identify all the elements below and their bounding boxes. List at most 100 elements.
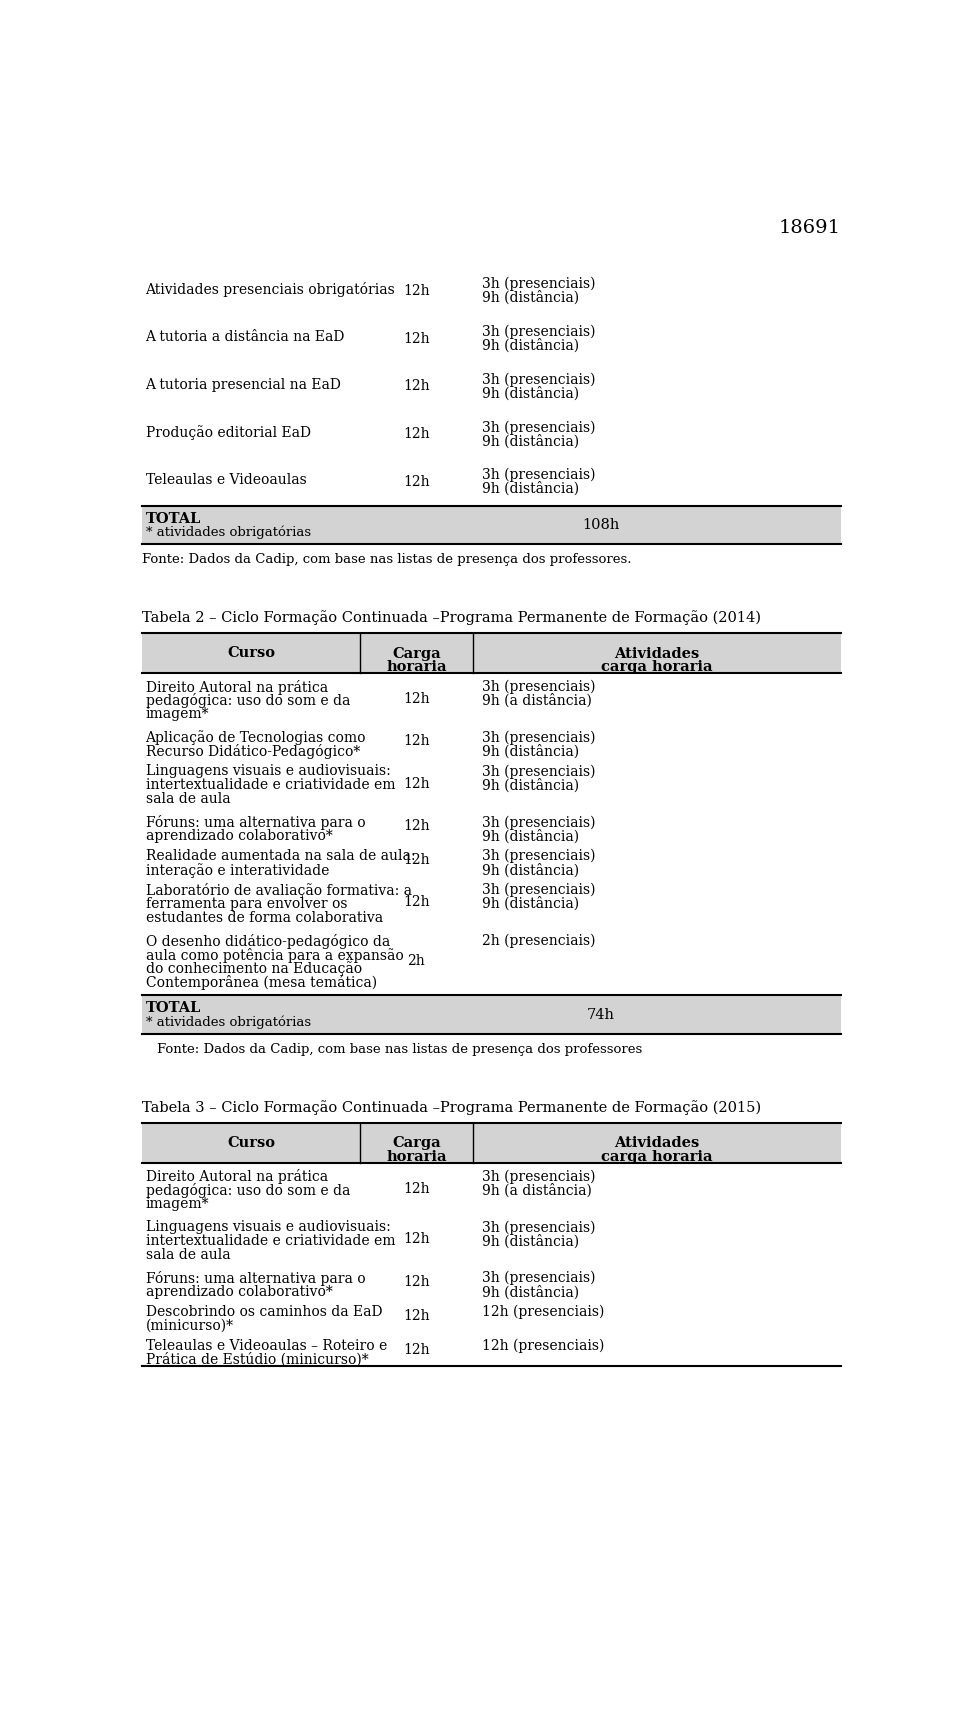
Text: aprendizado colaborativo*: aprendizado colaborativo*: [146, 1285, 332, 1299]
Text: Direito Autoral na prática: Direito Autoral na prática: [146, 1169, 327, 1184]
Text: 9h (a distância): 9h (a distância): [482, 693, 591, 708]
Text: 12h: 12h: [403, 777, 430, 790]
Text: 12h: 12h: [403, 428, 430, 441]
Bar: [142, 506, 841, 544]
Text: ferramenta para envolver os: ferramenta para envolver os: [146, 897, 348, 910]
Text: 12h: 12h: [403, 332, 430, 346]
Text: do conhecimento na Educação: do conhecimento na Educação: [146, 962, 362, 977]
Text: Atividades presenciais obrigatórias: Atividades presenciais obrigatórias: [146, 282, 396, 298]
Text: aprendizado colaborativo*: aprendizado colaborativo*: [146, 830, 332, 844]
Text: 12h: 12h: [403, 1309, 430, 1323]
Text: 9h (a distância): 9h (a distância): [482, 1184, 591, 1198]
Text: 3h (presenciais): 3h (presenciais): [482, 814, 595, 830]
Text: Curso: Curso: [227, 647, 275, 660]
Text: 9h (distância): 9h (distância): [482, 862, 579, 878]
Text: 9h (distância): 9h (distância): [482, 291, 579, 305]
Text: Teleaulas e Videoaulas: Teleaulas e Videoaulas: [146, 474, 306, 488]
Text: Tabela 3 – Ciclo Formação Continuada –Programa Permanente de Formação (2015): Tabela 3 – Ciclo Formação Continuada –Pr…: [142, 1100, 761, 1116]
Text: sala de aula: sala de aula: [146, 792, 230, 806]
Text: 9h (distância): 9h (distância): [482, 779, 579, 792]
Text: Teleaulas e Videoaulas – Roteiro e: Teleaulas e Videoaulas – Roteiro e: [146, 1338, 387, 1353]
Text: TOTAL: TOTAL: [146, 512, 201, 525]
Text: 9h (distância): 9h (distância): [482, 339, 579, 352]
Text: A tutoria presencial na EaD: A tutoria presencial na EaD: [146, 378, 342, 392]
Text: Carga: Carga: [392, 1136, 441, 1150]
Text: Direito Autoral na prática: Direito Autoral na prática: [146, 679, 327, 695]
Text: 9h (distância): 9h (distância): [482, 435, 579, 448]
Text: * atividades obrigatórias: * atividades obrigatórias: [146, 525, 311, 539]
Text: Linguagens visuais e audiovisuais:: Linguagens visuais e audiovisuais:: [146, 765, 391, 779]
Text: Recurso Didático-Pedagógico*: Recurso Didático-Pedagógico*: [146, 744, 360, 760]
Text: 3h (presenciais): 3h (presenciais): [482, 467, 595, 483]
Text: Descobrindo os caminhos da EaD: Descobrindo os caminhos da EaD: [146, 1305, 382, 1319]
Bar: [142, 1122, 841, 1163]
Text: 3h (presenciais): 3h (presenciais): [482, 679, 595, 695]
Text: aula como potência para a expansão: aula como potência para a expansão: [146, 948, 403, 963]
Text: interação e interatividade: interação e interatividade: [146, 862, 329, 878]
Text: Fóruns: uma alternativa para o: Fóruns: uma alternativa para o: [146, 1271, 365, 1287]
Text: horaria: horaria: [386, 1150, 446, 1163]
Text: Atividades: Atividades: [614, 1136, 699, 1150]
Text: Produção editorial EaD: Produção editorial EaD: [146, 426, 311, 440]
Text: 12h: 12h: [403, 852, 430, 867]
Text: 3h (presenciais): 3h (presenciais): [482, 765, 595, 779]
Text: Linguagens visuais e audiovisuais:: Linguagens visuais e audiovisuais:: [146, 1220, 391, 1234]
Text: 12h: 12h: [403, 734, 430, 748]
Text: carga horaria: carga horaria: [601, 1150, 712, 1163]
Text: (minicurso)*: (minicurso)*: [146, 1319, 233, 1333]
Text: 12h: 12h: [403, 1275, 430, 1288]
Text: horaria: horaria: [386, 660, 446, 674]
Text: 12h: 12h: [403, 820, 430, 833]
Text: 9h (distância): 9h (distância): [482, 483, 579, 496]
Text: 12h (presenciais): 12h (presenciais): [482, 1338, 604, 1353]
Text: 9h (distância): 9h (distância): [482, 830, 579, 844]
Text: 3h (presenciais): 3h (presenciais): [482, 731, 595, 744]
Text: 3h (presenciais): 3h (presenciais): [482, 373, 595, 387]
Text: Atividades: Atividades: [614, 647, 699, 660]
Text: 2h: 2h: [408, 955, 425, 968]
Text: Fonte: Dados da Cadip, com base nas listas de presença dos professores: Fonte: Dados da Cadip, com base nas list…: [157, 1044, 642, 1056]
Text: 12h: 12h: [403, 1182, 430, 1196]
Text: 12h: 12h: [403, 1343, 430, 1357]
Text: Tabela 2 – Ciclo Formação Continuada –Programa Permanente de Formação (2014): Tabela 2 – Ciclo Formação Continuada –Pr…: [142, 611, 760, 625]
Text: 108h: 108h: [582, 518, 619, 532]
Text: 3h (presenciais): 3h (presenciais): [482, 421, 595, 435]
Text: 9h (distância): 9h (distância): [482, 897, 579, 912]
Text: Aplicação de Tecnologias como: Aplicação de Tecnologias como: [146, 731, 366, 746]
Text: imagem*: imagem*: [146, 1198, 209, 1211]
Text: Laboratório de avaliação formativa: a: Laboratório de avaliação formativa: a: [146, 883, 412, 898]
Text: pedagógica: uso do som e da: pedagógica: uso do som e da: [146, 693, 350, 708]
Text: estudantes de forma colaborativa: estudantes de forma colaborativa: [146, 910, 383, 924]
Text: 9h (distância): 9h (distância): [482, 387, 579, 400]
Text: 3h (presenciais): 3h (presenciais): [482, 849, 595, 864]
Text: 12h (presenciais): 12h (presenciais): [482, 1305, 604, 1319]
Text: Prática de Estúdio (minicurso)*: Prática de Estúdio (minicurso)*: [146, 1353, 369, 1367]
Text: sala de aula: sala de aula: [146, 1247, 230, 1263]
Text: A tutoria a distância na EaD: A tutoria a distância na EaD: [146, 330, 345, 344]
Text: 9h (distância): 9h (distância): [482, 1234, 579, 1249]
Text: 12h: 12h: [403, 380, 430, 394]
Text: Fonte: Dados da Cadip, com base nas listas de presença dos professores.: Fonte: Dados da Cadip, com base nas list…: [142, 553, 632, 566]
Text: 9h (distância): 9h (distância): [482, 1285, 579, 1299]
Bar: [142, 633, 841, 674]
Text: Carga: Carga: [392, 647, 441, 660]
Text: O desenho didático-pedagógico da: O desenho didático-pedagógico da: [146, 934, 390, 948]
Text: Realidade aumentada na sala de aula:: Realidade aumentada na sala de aula:: [146, 849, 415, 862]
Text: 74h: 74h: [587, 1008, 614, 1021]
Text: 3h (presenciais): 3h (presenciais): [482, 883, 595, 897]
Text: 3h (presenciais): 3h (presenciais): [482, 1220, 595, 1235]
Text: Fóruns: uma alternativa para o: Fóruns: uma alternativa para o: [146, 814, 365, 830]
Text: 12h: 12h: [403, 691, 430, 707]
Text: 2h (presenciais): 2h (presenciais): [482, 934, 595, 948]
Text: * atividades obrigatórias: * atividades obrigatórias: [146, 1015, 311, 1028]
Text: intertextualidade e criatividade em: intertextualidade e criatividade em: [146, 1234, 396, 1247]
Text: 12h: 12h: [403, 474, 430, 489]
Text: imagem*: imagem*: [146, 707, 209, 722]
Text: TOTAL: TOTAL: [146, 1001, 201, 1016]
Text: 12h: 12h: [403, 1232, 430, 1246]
Text: 3h (presenciais): 3h (presenciais): [482, 1169, 595, 1184]
Text: 3h (presenciais): 3h (presenciais): [482, 277, 595, 291]
Text: 3h (presenciais): 3h (presenciais): [482, 325, 595, 339]
Bar: [142, 996, 841, 1033]
Text: pedagógica: uso do som e da: pedagógica: uso do som e da: [146, 1184, 350, 1198]
